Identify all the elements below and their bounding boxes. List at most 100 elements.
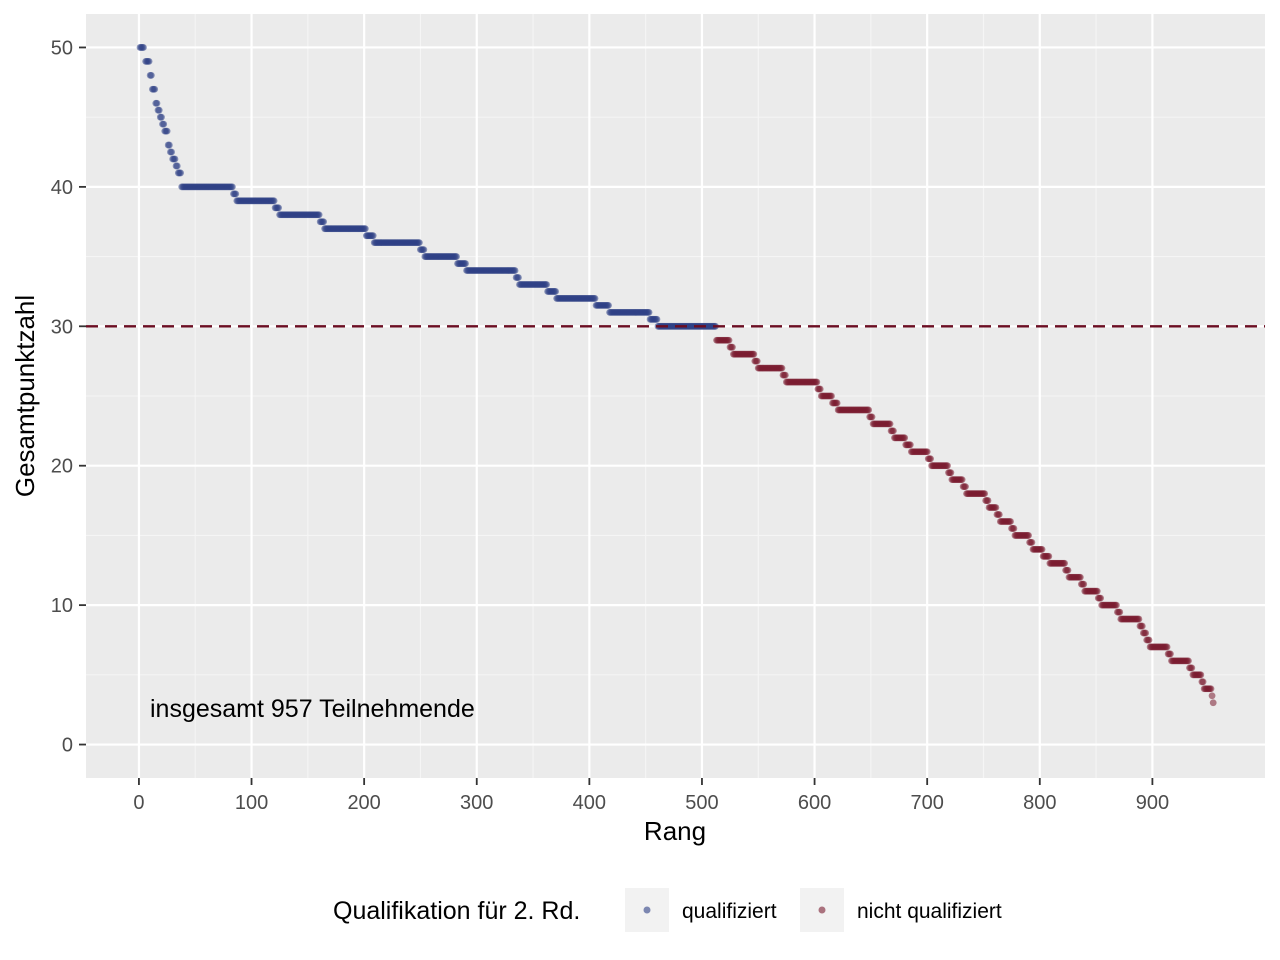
point-nicht-qualifiziert (1112, 601, 1120, 609)
y-tick-label: 10 (51, 595, 73, 617)
point-nicht-qualifiziert (1199, 678, 1207, 686)
point-nicht-qualifiziert (813, 378, 821, 386)
point-nicht-qualifiziert (981, 490, 989, 497)
x-tick-label: 900 (1136, 792, 1169, 814)
point-nicht-qualifiziert (1188, 664, 1196, 672)
point-nicht-qualifiziert (1080, 580, 1088, 588)
point-nicht-qualifiziert (1135, 615, 1143, 623)
point-qualifiziert (163, 127, 171, 135)
legend-title: Qualifikation für 2. Rd. (333, 897, 580, 925)
annotation-total: insgesamt 957 Teilnehmende (150, 695, 475, 723)
point-qualifiziert (369, 232, 377, 240)
point-nicht-qualifiziert (753, 357, 761, 365)
point-qualifiziert (153, 99, 161, 107)
point-qualifiziert (552, 288, 559, 295)
x-tick-label: 100 (235, 792, 268, 814)
point-qualifiziert (173, 162, 181, 170)
point-nicht-qualifiziert (868, 413, 876, 421)
point-nicht-qualifiziert (1045, 552, 1053, 560)
point-nicht-qualifiziert (833, 399, 841, 407)
y-tick-label: 50 (51, 37, 73, 59)
point-qualifiziert (515, 274, 522, 281)
point-nicht-qualifiziert (1116, 608, 1124, 616)
point-qualifiziert (653, 315, 661, 323)
point-qualifiziert (158, 113, 165, 121)
point-nicht-qualifiziert (1163, 643, 1171, 651)
point-nicht-qualifiziert (1038, 545, 1046, 553)
point-qualifiziert (453, 253, 460, 260)
point-nicht-qualifiziert (927, 455, 934, 463)
point-nicht-qualifiziert (962, 483, 969, 491)
point-qualifiziert (140, 44, 147, 51)
x-tick-label: 500 (685, 792, 718, 814)
point-nicht-qualifiziert (1207, 685, 1215, 693)
point-nicht-qualifiziert (1010, 525, 1018, 532)
point-nicht-qualifiziert (1025, 532, 1032, 539)
point-nicht-qualifiziert (901, 434, 909, 442)
point-nicht-qualifiziert (1064, 566, 1072, 574)
legend-label-nicht-qualifiziert: nicht qualifiziert (857, 900, 1002, 923)
y-tick-label: 0 (62, 735, 73, 757)
y-axis-title: Gesamtpunktzahl (10, 295, 40, 497)
y-tick-label: 40 (51, 177, 73, 199)
y-axis: 0 10 20 30 40 50 (51, 37, 86, 757)
legend: Qualifikation für 2. Rd. qualifiziert ni… (333, 888, 1002, 932)
x-axis: 0 100 200 300 400 500 600 700 800 900 (133, 778, 1169, 814)
point-nicht-qualifiziert (944, 462, 951, 470)
point-qualifiziert (160, 120, 168, 128)
point-qualifiziert (645, 308, 653, 316)
legend-label-qualifiziert: qualifiziert (682, 900, 777, 923)
point-qualifiziert (462, 260, 469, 267)
x-tick-label: 400 (573, 792, 606, 814)
point-qualifiziert (145, 58, 153, 65)
point-nicht-qualifiziert (816, 385, 824, 393)
point-nicht-qualifiziert (886, 420, 894, 428)
point-nicht-qualifiziert (728, 343, 736, 351)
point-qualifiziert (232, 190, 240, 198)
point-nicht-qualifiziert (1208, 692, 1216, 700)
point-nicht-qualifiziert (995, 511, 1003, 518)
point-nicht-qualifiziert (865, 406, 873, 414)
point-nicht-qualifiziert (1138, 622, 1146, 630)
point-nicht-qualifiziert (958, 476, 966, 484)
y-tick-label: 30 (51, 316, 73, 338)
point-qualifiziert (315, 211, 323, 219)
point-nicht-qualifiziert (1093, 587, 1101, 595)
x-tick-label: 800 (1023, 792, 1056, 814)
point-nicht-qualifiziert (1097, 594, 1104, 602)
data-points (136, 44, 1217, 707)
point-qualifiziert (165, 141, 173, 149)
point-nicht-qualifiziert (947, 469, 955, 477)
point-nicht-qualifiziert (1209, 699, 1217, 707)
point-qualifiziert (420, 246, 428, 254)
point-nicht-qualifiziert (1007, 518, 1014, 525)
grid-minor (86, 14, 1265, 778)
legend-marker-nicht-qualifiziert (818, 906, 826, 914)
point-qualifiziert (543, 281, 550, 288)
x-axis-title: Rang (644, 816, 706, 846)
x-tick-label: 700 (910, 792, 943, 814)
point-nicht-qualifiziert (1076, 573, 1084, 581)
point-nicht-qualifiziert (778, 364, 786, 372)
point-nicht-qualifiziert (750, 350, 758, 358)
point-nicht-qualifiziert (1185, 657, 1192, 665)
point-qualifiziert (270, 197, 278, 205)
point-qualifiziert (147, 71, 155, 79)
point-qualifiziert (275, 204, 282, 212)
point-nicht-qualifiziert (781, 371, 789, 379)
point-nicht-qualifiziert (1145, 636, 1153, 644)
x-tick-label: 300 (460, 792, 493, 814)
x-tick-label: 0 (133, 792, 144, 814)
point-nicht-qualifiziert (906, 441, 914, 449)
point-nicht-qualifiziert (828, 392, 835, 400)
x-tick-label: 200 (347, 792, 380, 814)
point-qualifiziert (177, 169, 184, 177)
point-nicht-qualifiziert (1167, 650, 1174, 658)
legend-marker-qualifiziert (643, 906, 651, 914)
point-nicht-qualifiziert (725, 336, 733, 344)
x-tick-label: 600 (798, 792, 831, 814)
point-qualifiziert (151, 85, 159, 93)
point-qualifiziert (171, 155, 179, 163)
point-qualifiziert (361, 225, 369, 233)
